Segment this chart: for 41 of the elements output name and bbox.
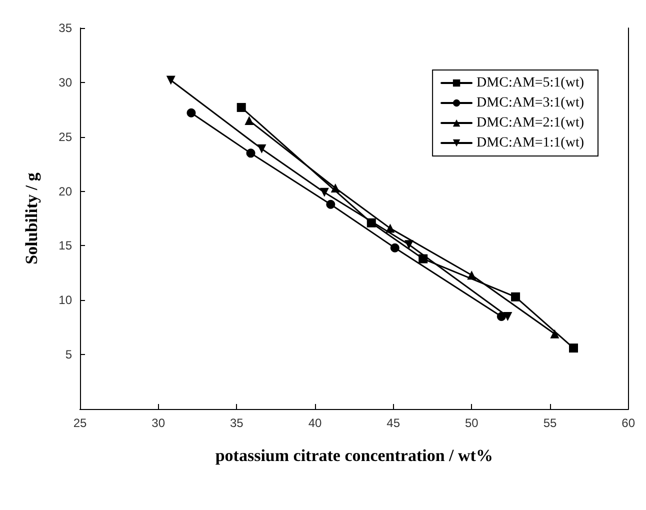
- legend-label: DMC:AM=1:1(wt): [476, 136, 584, 150]
- y-axis-title: Solubility / g: [22, 172, 41, 264]
- legend-label: DMC:AM=5:1(wt): [476, 76, 584, 90]
- point: [330, 184, 340, 193]
- point: [503, 312, 512, 321]
- point: [320, 188, 329, 197]
- legend-label: DMC:AM=2:1(wt): [476, 116, 584, 130]
- x-axis-title: potassium citrate concentration / wt%: [215, 446, 493, 465]
- y-tick-label: 25: [58, 130, 72, 144]
- x-tick-label: 55: [543, 416, 557, 430]
- point: [236, 102, 246, 112]
- point: [511, 292, 520, 302]
- point: [404, 240, 414, 250]
- legend-label: DMC:AM=3:1(wt): [476, 96, 584, 110]
- point: [550, 329, 560, 338]
- point: [246, 148, 256, 158]
- y-tick-label: 35: [58, 21, 72, 35]
- y-tick-label: 10: [58, 293, 72, 308]
- point: [366, 218, 376, 228]
- point: [326, 200, 336, 209]
- point: [496, 312, 506, 321]
- point: [166, 76, 176, 85]
- y-tick-label: 30: [58, 75, 72, 90]
- x-tick-label: 25: [73, 416, 87, 430]
- point: [386, 224, 395, 233]
- point: [568, 344, 578, 353]
- point: [467, 270, 476, 280]
- x-tick-label: 50: [464, 416, 479, 430]
- y-tick-label: 20: [58, 184, 72, 198]
- y-tick-label: 15: [58, 238, 72, 253]
- y-tick-label: 5: [65, 348, 72, 362]
- x-tick-label: 45: [386, 416, 400, 430]
- x-tick-label: 60: [622, 416, 636, 430]
- x-tick-label: 30: [152, 416, 166, 430]
- point: [186, 108, 196, 118]
- point: [390, 243, 400, 252]
- point: [257, 144, 266, 154]
- point: [418, 254, 428, 264]
- x-tick-label: 40: [308, 416, 322, 430]
- point: [244, 116, 254, 126]
- x-tick-label: 35: [230, 416, 244, 430]
